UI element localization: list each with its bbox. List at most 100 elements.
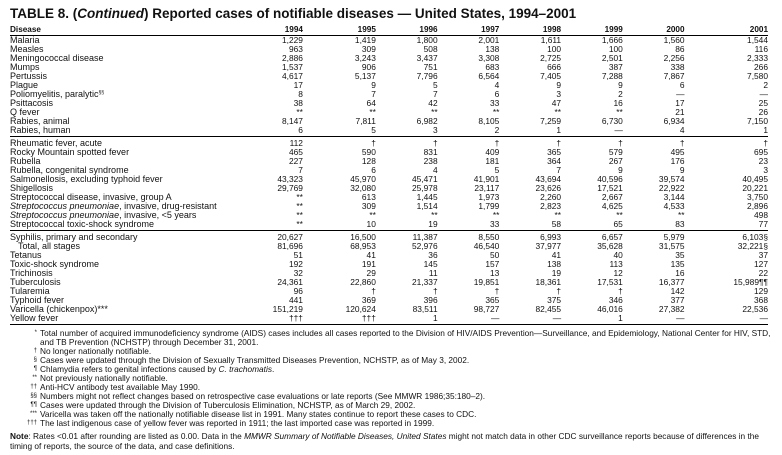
- footnote: †† Anti-HCV antibody test available May 1…: [10, 383, 775, 392]
- cell-1996: 25,978: [411, 183, 438, 193]
- footnote: ††† The last indigenous case of yellow fe…: [10, 419, 775, 428]
- cell-1996: 36: [428, 250, 438, 260]
- cell-1996: 83,511: [412, 304, 438, 314]
- cell-1995: 7: [371, 89, 376, 99]
- cell-2000: 22,922: [658, 183, 685, 193]
- footnote-text: The last indigenous case of yellow fever…: [40, 418, 435, 428]
- disease-name: Q fever: [10, 108, 230, 117]
- cell-2001: 7,150: [747, 116, 768, 126]
- disease-name: Psittacosis: [10, 99, 230, 108]
- cell-1996: 3,437: [416, 53, 438, 63]
- disease-name: Trichinosis: [10, 269, 230, 278]
- footnote-text-end: .: [271, 364, 275, 374]
- column-header-2001: 2001: [684, 24, 768, 36]
- disease-name: Streptococcus pneumoniae, invasive, <5 y…: [10, 211, 230, 220]
- disease-name-italic: Streptococcus pneumoniae: [10, 210, 120, 220]
- table-row: Rocky Mountain spotted fever 465 590 831 409…: [10, 148, 768, 157]
- footnote-mark: ¶¶: [30, 402, 37, 408]
- cell-1997: 1,973: [478, 192, 500, 202]
- cell-1995: 32,080: [350, 183, 376, 193]
- table-row: Mumps 1,537 906 751 683 666 387 338 266: [10, 63, 768, 72]
- footnote-text: Chlamydia refers to genital infections c…: [40, 364, 219, 374]
- cell-2000: 377: [670, 295, 685, 305]
- cell-2001: 25: [758, 98, 768, 108]
- column-header-1994: 1994: [230, 24, 303, 36]
- footnote-marker: §§: [98, 90, 105, 96]
- cell-1999: 35,628: [597, 241, 623, 251]
- disease-name: Tetanus: [10, 251, 230, 260]
- disease-name: Yellow fever: [10, 314, 230, 325]
- cell-1998: —: [499, 314, 562, 325]
- header-row: Disease 1994 1995 1996 1997 1998 1999 2000 2001: [10, 24, 768, 36]
- cell-2001: 32,221§: [737, 241, 768, 251]
- cell-1994: 32: [293, 268, 303, 278]
- table-row: Pertussis 4,617 5,137 7,796 6,564 7,405 7,288 7…: [10, 72, 768, 81]
- cell-1998: 3: [556, 89, 562, 99]
- cell-2001: 22,536: [742, 304, 768, 314]
- disease-name-text: Trichinosis: [10, 268, 53, 278]
- disease-name-text: Psittacosis: [10, 98, 54, 108]
- cell-2000: 1,560: [663, 35, 685, 45]
- cell-1997: 1,799: [478, 201, 500, 211]
- cell-1997: 13: [490, 268, 500, 278]
- cell-2000: **: [678, 210, 685, 220]
- cell-2000: —: [622, 314, 685, 325]
- cell-1999: 113: [609, 259, 623, 269]
- cell-1994: 441: [288, 295, 303, 305]
- cell-2001: 7,580: [747, 71, 768, 81]
- cell-2000: 16,377: [658, 277, 685, 287]
- table-title: TABLE 8. (Continued) Reported cases of n…: [10, 6, 782, 22]
- cell-1997: †: [494, 286, 500, 296]
- disease-name: Meningococcal disease: [10, 54, 230, 63]
- cell-1999: —: [561, 126, 623, 137]
- table-row: Plague 17 9 5 4 9 9 6 2: [10, 81, 768, 90]
- disease-name-text: Measles: [10, 44, 44, 54]
- cell-1999: 579: [608, 147, 623, 157]
- cell-1998: 82,455: [535, 304, 562, 314]
- footnote-mark: §§: [30, 393, 37, 399]
- disease-name-text: Meningococcal disease: [10, 53, 104, 63]
- cell-1994: 1,537: [281, 62, 303, 72]
- cell-1994: 7: [298, 165, 303, 175]
- cell-1994: 17: [293, 80, 303, 90]
- cell-2001: 3: [763, 165, 768, 175]
- cell-1999: 7,288: [601, 71, 623, 81]
- disease-name-text: Plague: [10, 80, 39, 90]
- cell-2000: 86: [675, 44, 685, 54]
- table-row: Tularemia 96 † † † † † 142 129: [10, 287, 768, 296]
- footnote-mark: ††: [30, 384, 37, 390]
- cell-2000: 176: [670, 156, 685, 166]
- cell-1995: 64: [366, 98, 376, 108]
- table-row: Salmonellosis, excluding typhoid fever 43…: [10, 175, 768, 184]
- cell-2001: 1: [684, 126, 768, 137]
- cell-1998: 138: [547, 259, 562, 269]
- cell-1995: 22,860: [350, 277, 376, 287]
- cell-1995: 369: [361, 295, 376, 305]
- cell-1997: 98,727: [473, 304, 500, 314]
- cell-2001: 2,896: [747, 201, 768, 211]
- cell-1997: 33: [437, 220, 500, 231]
- cell-1999: †: [618, 286, 623, 296]
- cell-2001: 2,333: [747, 53, 768, 63]
- cell-2000: 9: [679, 165, 685, 175]
- cell-1996: 42: [428, 98, 438, 108]
- cell-2000: 4: [622, 126, 685, 137]
- cell-1998: 9: [556, 80, 562, 90]
- disease-name-text: Salmonellosis, excluding typhoid fever: [10, 174, 163, 184]
- cell-1998: 47: [551, 98, 562, 108]
- cell-1994: 20,627: [277, 232, 303, 242]
- cell-1999: †: [618, 138, 623, 148]
- disease-name-text: Typhoid fever: [10, 295, 65, 305]
- cell-1998: 58: [499, 220, 562, 231]
- table-note: Note: Rates <0.01 after rounding are lis…: [10, 431, 775, 451]
- cell-1998: 666: [547, 62, 562, 72]
- cell-1998: 19: [551, 268, 562, 278]
- cell-1998: †: [556, 138, 562, 148]
- cell-1998: 6,993: [540, 232, 562, 242]
- cell-2001: 116: [754, 44, 768, 54]
- cell-2001: 3,750: [747, 192, 768, 202]
- cell-2000: 3,144: [663, 192, 685, 202]
- cell-1997: 365: [485, 295, 500, 305]
- table-row: Rubella 227 128 238 181 364 267 176 23: [10, 157, 768, 166]
- note-italic: MMWR Summary of Notifiable Diseases, Uni…: [244, 431, 447, 441]
